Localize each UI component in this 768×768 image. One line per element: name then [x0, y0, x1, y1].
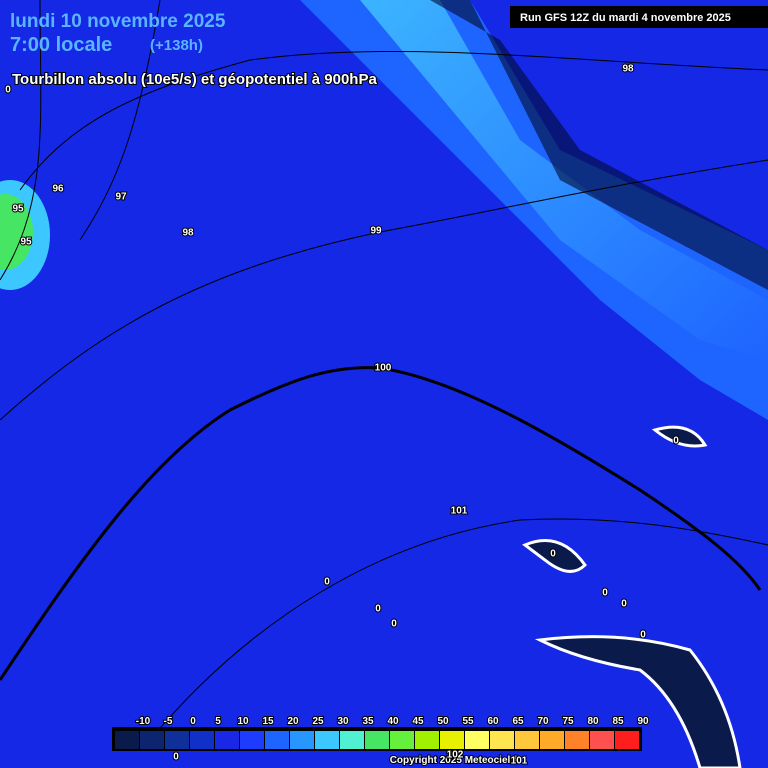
- offset: (+138h): [150, 37, 203, 54]
- legend-label: 0: [190, 716, 196, 727]
- run-box: [510, 6, 768, 28]
- contour-label: 0: [173, 752, 179, 763]
- legend-label: 65: [512, 716, 524, 727]
- date: lundi 10 novembre 2025: [10, 11, 226, 32]
- legend-label: 70: [537, 716, 549, 727]
- legend-swatch: [565, 731, 589, 749]
- legend-label: -10: [136, 716, 151, 727]
- legend-swatch: [465, 731, 489, 749]
- subtitle: Tourbillon absolu (10e5/s) et géopotenti…: [12, 71, 377, 88]
- legend-swatch: [115, 731, 139, 749]
- legend-swatch: [340, 731, 364, 749]
- legend-swatch: [515, 731, 539, 749]
- legend-label: 60: [487, 716, 499, 727]
- contour-label: 101: [511, 756, 528, 767]
- contour-label: 0: [375, 604, 381, 615]
- legend-label: 55: [462, 716, 474, 727]
- legend-swatch: [215, 731, 239, 749]
- contour-label: 99: [370, 226, 382, 237]
- legend-swatch: [315, 731, 339, 749]
- time: 7:00 locale: [10, 34, 112, 56]
- contour-label: 97: [115, 192, 127, 203]
- contour-label: 0: [621, 599, 627, 610]
- contour-label: 95: [20, 237, 32, 248]
- contour-label: 0: [640, 630, 646, 641]
- dark-band: [430, 0, 768, 290]
- contour-label: 0: [602, 588, 608, 599]
- legend-swatch: [590, 731, 614, 749]
- legend-label: 20: [287, 716, 299, 727]
- legend-label: 90: [637, 716, 649, 727]
- negative-area: [522, 539, 587, 573]
- vorticity-band: [300, 0, 768, 420]
- legend-swatch: [140, 731, 164, 749]
- contour-label: 0: [324, 577, 330, 588]
- isohypse-100: [0, 366, 762, 681]
- contour-label: 0: [550, 549, 556, 560]
- legend-swatch: [615, 731, 639, 749]
- legend-swatch: [415, 731, 439, 749]
- legend-label: 10: [237, 716, 249, 727]
- vorticity-blob: [0, 194, 33, 270]
- legend-label: 50: [437, 716, 449, 727]
- legend-swatch: [390, 731, 414, 749]
- isohypses: [0, 0, 768, 741]
- legend-swatch: [290, 731, 314, 749]
- contour-label: 0: [391, 619, 397, 630]
- contour-label: 101: [451, 506, 468, 517]
- legend-label: 85: [612, 716, 624, 727]
- contour-label: 0: [673, 436, 679, 447]
- legend-swatch: [440, 731, 464, 749]
- legend-label: 45: [412, 716, 424, 727]
- contour-label: 95: [12, 204, 24, 215]
- contour-label: 100: [375, 363, 392, 374]
- legend-label: 40: [387, 716, 399, 727]
- legend-swatch: [265, 731, 289, 749]
- contour-label: 102: [447, 750, 464, 761]
- legend-swatch: [490, 731, 514, 749]
- contour-label: 0: [5, 85, 11, 96]
- legend-label: -5: [164, 716, 173, 727]
- legend-swatch: [540, 731, 564, 749]
- copyright: Copyright 2025 Meteociel.fr: [390, 755, 521, 766]
- run-info: Run GFS 12Z du mardi 4 novembre 2025: [520, 12, 731, 24]
- legend-label: 30: [337, 716, 349, 727]
- legend-swatch: [165, 731, 189, 749]
- legend-label: 15: [262, 716, 274, 727]
- legend-label: 35: [362, 716, 374, 727]
- legend-swatch: [190, 731, 214, 749]
- legend-label: 80: [587, 716, 599, 727]
- legend-swatch: [240, 731, 264, 749]
- negative-area: [651, 425, 708, 448]
- legend-label: 25: [312, 716, 324, 727]
- legend-swatch: [365, 731, 389, 749]
- legend-label: 5: [215, 716, 221, 727]
- contour-label: 96: [52, 184, 64, 195]
- legend-label: 75: [562, 716, 574, 727]
- contour-label: 98: [622, 64, 634, 75]
- contour-label: 98: [182, 228, 194, 239]
